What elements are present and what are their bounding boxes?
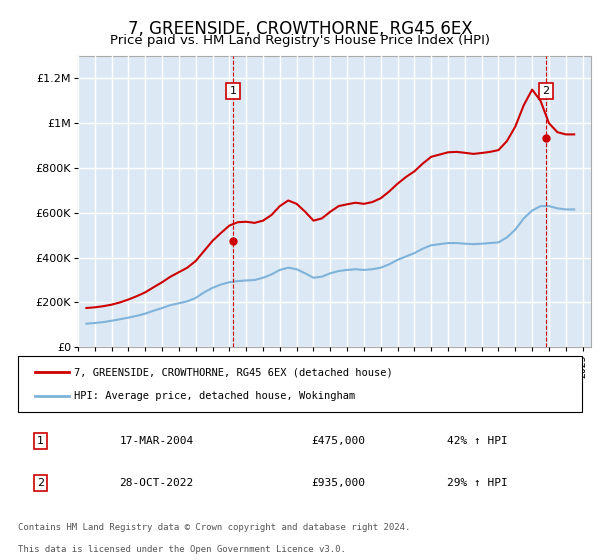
Text: 2: 2 [37, 478, 44, 488]
Text: Price paid vs. HM Land Registry's House Price Index (HPI): Price paid vs. HM Land Registry's House … [110, 34, 490, 46]
Text: 29% ↑ HPI: 29% ↑ HPI [446, 478, 508, 488]
Text: £935,000: £935,000 [311, 478, 365, 488]
Text: 7, GREENSIDE, CROWTHORNE, RG45 6EX: 7, GREENSIDE, CROWTHORNE, RG45 6EX [128, 20, 472, 38]
Text: 42% ↑ HPI: 42% ↑ HPI [446, 436, 508, 446]
Text: 2: 2 [542, 86, 550, 96]
Text: 17-MAR-2004: 17-MAR-2004 [119, 436, 194, 446]
Text: This data is licensed under the Open Government Licence v3.0.: This data is licensed under the Open Gov… [18, 545, 346, 554]
Text: 7, GREENSIDE, CROWTHORNE, RG45 6EX (detached house): 7, GREENSIDE, CROWTHORNE, RG45 6EX (deta… [74, 367, 393, 377]
Text: HPI: Average price, detached house, Wokingham: HPI: Average price, detached house, Woki… [74, 391, 356, 401]
Text: 1: 1 [37, 436, 44, 446]
Text: 1: 1 [229, 86, 236, 96]
Text: 28-OCT-2022: 28-OCT-2022 [119, 478, 194, 488]
Text: Contains HM Land Registry data © Crown copyright and database right 2024.: Contains HM Land Registry data © Crown c… [18, 523, 410, 532]
Text: £475,000: £475,000 [311, 436, 365, 446]
FancyBboxPatch shape [18, 356, 582, 412]
